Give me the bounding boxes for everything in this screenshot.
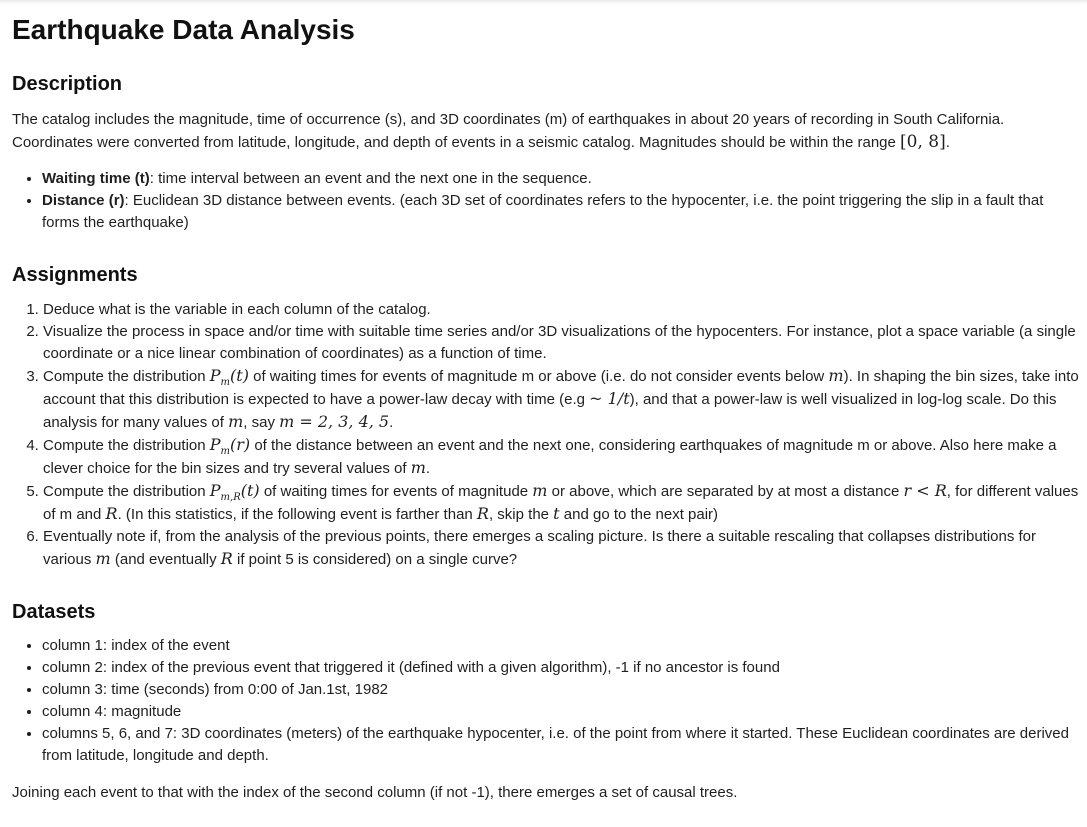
list-item: Eventually note if, from the analysis of…: [43, 526, 1080, 571]
list-item: columns 5, 6, and 7: 3D coordinates (met…: [42, 723, 1080, 767]
description-text: The catalog includes the magnitude, time…: [12, 111, 1005, 151]
list-item: column 1: index of the event: [42, 635, 1080, 657]
document-content: Earthquake Data Analysis Description The…: [12, 10, 1080, 804]
top-shadow: [0, 0, 1087, 4]
list-item: column 4: magnitude: [42, 701, 1080, 723]
datasets-heading: Datasets: [12, 601, 96, 623]
description-heading: Description: [12, 73, 123, 95]
definition-term: Waiting time (t): [42, 170, 150, 187]
page-title: Earthquake Data Analysis: [12, 14, 355, 45]
definitions-list: Waiting time (t): time interval between …: [12, 168, 1080, 234]
list-item: Compute the distribution Pm(t) of waitin…: [43, 365, 1080, 434]
assignments-heading: Assignments: [12, 264, 138, 286]
magnitude-range: [0, 8]: [900, 132, 946, 152]
definition-term: Distance (r): [42, 192, 125, 209]
list-item: Distance (r): Euclidean 3D distance betw…: [42, 190, 1080, 234]
list-item: column 3: time (seconds) from 0:00 of Ja…: [42, 679, 1080, 701]
datasets-list: column 1: index of the event column 2: i…: [12, 635, 1080, 767]
datasets-footer: Joining each event to that with the inde…: [12, 784, 738, 801]
list-item: Deduce what is the variable in each colu…: [43, 299, 1080, 321]
description-paragraph: The catalog includes the magnitude, time…: [12, 111, 1005, 152]
list-item: column 2: index of the previous event th…: [42, 657, 1080, 679]
list-item: Compute the distribution Pm(r) of the di…: [43, 434, 1080, 480]
assignments-list: Deduce what is the variable in each colu…: [12, 299, 1080, 571]
list-item: Waiting time (t): time interval between …: [42, 168, 1080, 190]
list-item: Visualize the process in space and/or ti…: [43, 321, 1080, 365]
list-item: Compute the distribution Pm,R(t) of wait…: [43, 480, 1080, 526]
